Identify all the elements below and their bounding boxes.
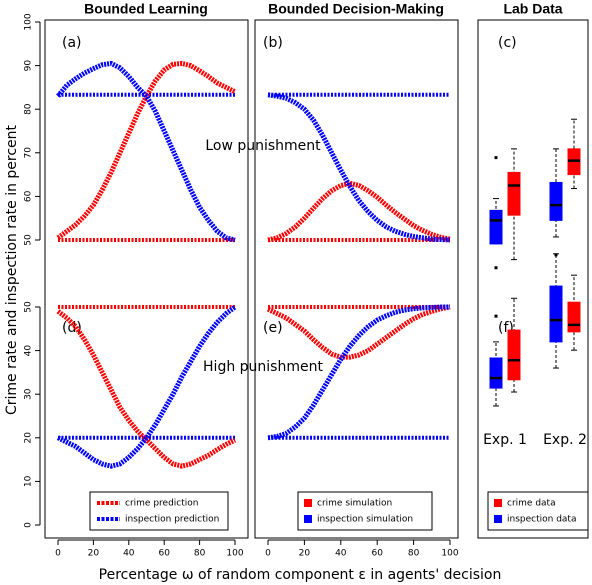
box (489, 209, 503, 245)
y-tick-label: 60 (24, 190, 34, 202)
series-line (266, 304, 451, 360)
y-tick-label: 40 (24, 345, 34, 357)
x-tick-label: 40 (335, 549, 347, 559)
x-tick-label: 100 (441, 549, 458, 559)
x-tick-label: 20 (88, 549, 100, 559)
series-line (56, 304, 237, 469)
y-tick-label: 50 (24, 234, 34, 246)
column-title: Bounded Decision-Making (268, 1, 444, 17)
box (549, 181, 563, 221)
outlier (494, 314, 498, 318)
series-line (267, 92, 451, 243)
box (507, 329, 521, 381)
legend-box (487, 491, 589, 531)
legend-marker (494, 499, 502, 507)
y-tick-label: 20 (24, 432, 34, 444)
y-tick-label: 80 (24, 103, 34, 115)
panel-label: (b) (263, 35, 283, 51)
outlier (554, 253, 558, 257)
legend-marker (304, 499, 312, 507)
legend-marker (494, 515, 502, 523)
y-tick-label: 0 (24, 522, 34, 528)
x-tick-label: 0 (55, 549, 61, 559)
column-title: Lab Data (503, 1, 562, 17)
legend-label: crime data (507, 499, 556, 509)
annotation: High punishment (203, 359, 323, 375)
series-line (267, 304, 450, 441)
box (489, 357, 503, 389)
x-tick-label: 40 (123, 549, 135, 559)
x-tick-label: Exp. 2 (543, 432, 587, 448)
legend-box (297, 491, 433, 531)
y-tick-label: 10 (24, 475, 34, 487)
column-title: Bounded Learning (84, 1, 208, 17)
x-tick-label: 0 (265, 549, 271, 559)
y-tick-label: 70 (24, 147, 34, 159)
y-tick-label: 50 (24, 301, 34, 313)
legend-label: crime prediction (125, 499, 198, 509)
series-line (56, 309, 237, 469)
legend-label: crime simulation (317, 499, 392, 509)
y-axis-label: Crime rate and inspection rate in percen… (4, 124, 20, 415)
box (549, 285, 563, 343)
series-line (267, 180, 451, 243)
x-tick-label: 60 (371, 549, 383, 559)
panel-label: (e) (263, 320, 283, 336)
x-axis-label: Percentage ω of random component ε in ag… (99, 567, 502, 583)
x-tick-label: Exp. 1 (483, 432, 527, 448)
annotation: Low punishment (205, 138, 321, 154)
box (507, 171, 521, 216)
x-tick-label: 80 (194, 549, 206, 559)
legend-box (89, 491, 229, 531)
series-line (56, 60, 236, 243)
y-tick-label: 90 (24, 60, 34, 72)
frame (44, 19, 249, 539)
outlier (494, 266, 498, 270)
legend-label: inspection simulation (317, 515, 413, 525)
box (567, 301, 581, 333)
panel-label: (c) (498, 35, 517, 51)
legend-label: inspection data (507, 515, 576, 525)
x-tick-label: 80 (408, 549, 420, 559)
frame (477, 19, 589, 539)
legend-label: inspection prediction (125, 515, 219, 525)
x-tick-label: 20 (299, 549, 311, 559)
x-tick-label: 60 (158, 549, 170, 559)
panel-label: (a) (62, 35, 82, 51)
legend-marker (304, 515, 312, 523)
y-tick-label: 30 (24, 388, 34, 400)
frame (254, 19, 459, 539)
x-tick-label: 100 (226, 549, 243, 559)
y-tick-label: 100 (24, 13, 34, 30)
outlier (494, 156, 498, 160)
